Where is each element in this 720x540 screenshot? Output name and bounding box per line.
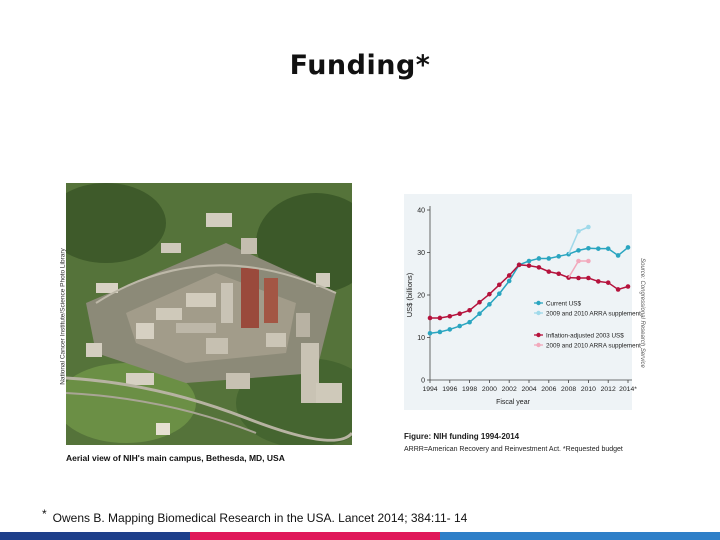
data-point-0 [605, 246, 611, 251]
bottom-color-bar [0, 532, 720, 540]
legend-swatch-dot [536, 342, 541, 348]
data-point-2 [556, 271, 561, 277]
data-point-2 [526, 263, 532, 268]
y-tick-label: 20 [417, 293, 425, 300]
data-point-2 [447, 313, 453, 319]
y-tick-label: 0 [421, 378, 425, 385]
legend-label: Current US$ [546, 301, 581, 308]
data-point-1 [576, 228, 581, 234]
legend-swatch-dot [536, 300, 541, 306]
data-point-0 [437, 329, 443, 335]
funding-line-chart: 0 10 20 30 40 1994 1996 1998 2000 2002 2004 2006 200… [405, 206, 641, 406]
data-point-2 [516, 262, 522, 268]
y-tick-label: 40 [417, 208, 425, 215]
footnote-marker: * [42, 507, 47, 521]
data-point-0 [506, 278, 512, 284]
data-point-2 [586, 275, 591, 281]
x-tick-label: 1998 [462, 386, 477, 393]
data-point-2 [477, 299, 482, 305]
data-point-0 [447, 327, 453, 332]
data-point-0 [477, 311, 482, 316]
data-point-0 [586, 245, 591, 251]
chart-source-text: Source: Congressional Research Service [639, 258, 645, 368]
data-point-1 [586, 224, 591, 230]
data-point-2 [487, 291, 492, 297]
data-point-2 [596, 279, 601, 284]
data-point-2 [615, 287, 621, 292]
bottom-bar-blue-segment [440, 532, 720, 540]
chart-source: Source: Congressional Research Service [636, 226, 646, 406]
photo-credit: National Cancer Institute/Science Photo … [56, 193, 67, 445]
data-point-0 [556, 254, 561, 259]
y-tick-label: 30 [417, 250, 425, 257]
legend-label: Inflation-adjusted 2003 US$ [546, 333, 624, 340]
series-line-3 [567, 260, 589, 278]
data-point-2 [536, 265, 542, 270]
data-point-3 [576, 258, 581, 264]
figure-caption: Figure: NIH funding 1994-2014 [404, 432, 520, 441]
slide-title: Funding* [289, 50, 431, 81]
data-point-0 [526, 258, 532, 264]
citation-footnote: * Owens B. Mapping Biomedical Research in… [42, 507, 468, 525]
x-tick-label: 1994 [422, 386, 437, 393]
photo-caption: Aerial view of NIH's main campus, Bethes… [66, 453, 285, 463]
legend-label: 2009 and 2010 ARRA supplement [546, 343, 641, 350]
x-tick-label: 2000 [482, 386, 497, 393]
data-point-0 [467, 319, 472, 325]
aerial-campus-photo [66, 183, 352, 445]
data-point-2 [427, 315, 433, 321]
data-point-0 [625, 245, 631, 250]
data-point-0 [427, 330, 433, 336]
data-point-0 [457, 323, 462, 329]
x-tick-label: 2002 [502, 386, 517, 393]
legend-label: 2009 and 2010 ARRA supplement [546, 311, 641, 318]
data-point-2 [576, 275, 581, 281]
nih-funding-figure: 0 10 20 30 40 1994 1996 1998 2000 2002 2004 2006 200… [398, 190, 648, 460]
data-point-3 [586, 258, 591, 264]
bottom-bar-pink-segment [190, 532, 440, 540]
legend-swatch-dot [536, 310, 541, 316]
data-point-2 [497, 282, 502, 288]
data-point-2 [625, 284, 631, 289]
x-axis-label: Fiscal year [496, 399, 531, 406]
figure-note: ARRR=American Recovery and Reinvestment … [404, 446, 623, 453]
data-point-0 [546, 256, 552, 261]
data-point-0 [497, 291, 502, 297]
data-point-0 [576, 248, 581, 253]
x-tick-label: 2012 [601, 386, 616, 393]
x-tick-label: 2014* [619, 386, 637, 393]
data-point-0 [596, 246, 601, 251]
y-axis-label: US$ (billions) [405, 272, 414, 317]
data-point-0 [536, 256, 542, 261]
data-point-2 [457, 311, 462, 316]
data-point-2 [437, 315, 443, 321]
data-point-2 [467, 308, 472, 313]
x-tick-label: 2004 [521, 386, 536, 393]
data-point-2 [506, 273, 512, 278]
data-point-0 [615, 253, 621, 258]
campus-photo-figure: National Cancer Institute/Science Photo … [58, 183, 354, 467]
data-point-0 [487, 302, 492, 307]
y-tick-label: 10 [417, 335, 425, 342]
data-point-2 [605, 280, 611, 285]
x-tick-label: 2010 [581, 386, 596, 393]
data-point-2 [546, 269, 552, 274]
x-tick-label: 1996 [442, 386, 457, 393]
aerial-photo-image [66, 183, 352, 445]
chart-panel [404, 194, 632, 410]
x-tick-label: 2008 [561, 386, 576, 393]
bottom-bar-navy-segment [0, 532, 190, 540]
legend-swatch-dot [536, 332, 541, 338]
x-tick-label: 2006 [541, 386, 556, 393]
footnote-text: Owens B. Mapping Biomedical Research in … [52, 511, 468, 525]
